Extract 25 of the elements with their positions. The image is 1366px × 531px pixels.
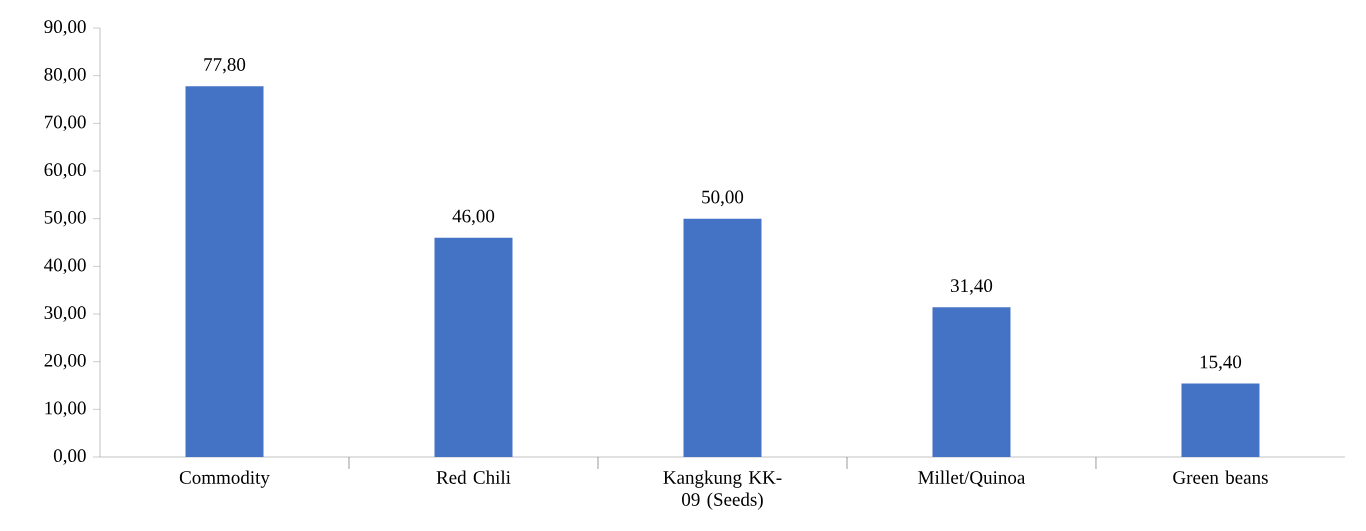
y-tick-label: 30,00 xyxy=(44,306,86,322)
bar xyxy=(683,218,762,457)
x-tick-label: Green beans xyxy=(1173,470,1268,484)
bar xyxy=(434,237,513,457)
y-tick-label: 10,00 xyxy=(45,401,86,418)
data-label: 31,40 xyxy=(951,279,993,295)
data-label: 50,00 xyxy=(702,190,744,207)
x-tick-label: Commodity xyxy=(179,470,270,488)
x-tick-label: Red Chili xyxy=(436,470,511,484)
y-tick-label: 70,00 xyxy=(44,115,86,132)
x-tick-label: Millet/Quinoa xyxy=(918,470,1026,487)
data-label: 77,80 xyxy=(204,58,246,74)
bar xyxy=(1181,383,1260,457)
y-tick-label: 80,00 xyxy=(44,67,86,84)
data-label: 15,40 xyxy=(1200,355,1242,372)
bar xyxy=(185,86,264,457)
y-tick-label: 90,00 xyxy=(44,20,86,36)
y-tick-label: 50,00 xyxy=(44,210,86,227)
x-tick-label: Kangkung KK-09 (Seeds) xyxy=(663,470,782,510)
bar xyxy=(932,307,1011,457)
y-tick-label: 40,00 xyxy=(44,258,86,275)
y-tick-label: 0,00 xyxy=(53,449,86,465)
y-tick-label: 20,00 xyxy=(44,353,86,370)
y-tick-label: 60,00 xyxy=(44,163,86,179)
data-label: 46,00 xyxy=(452,209,495,226)
